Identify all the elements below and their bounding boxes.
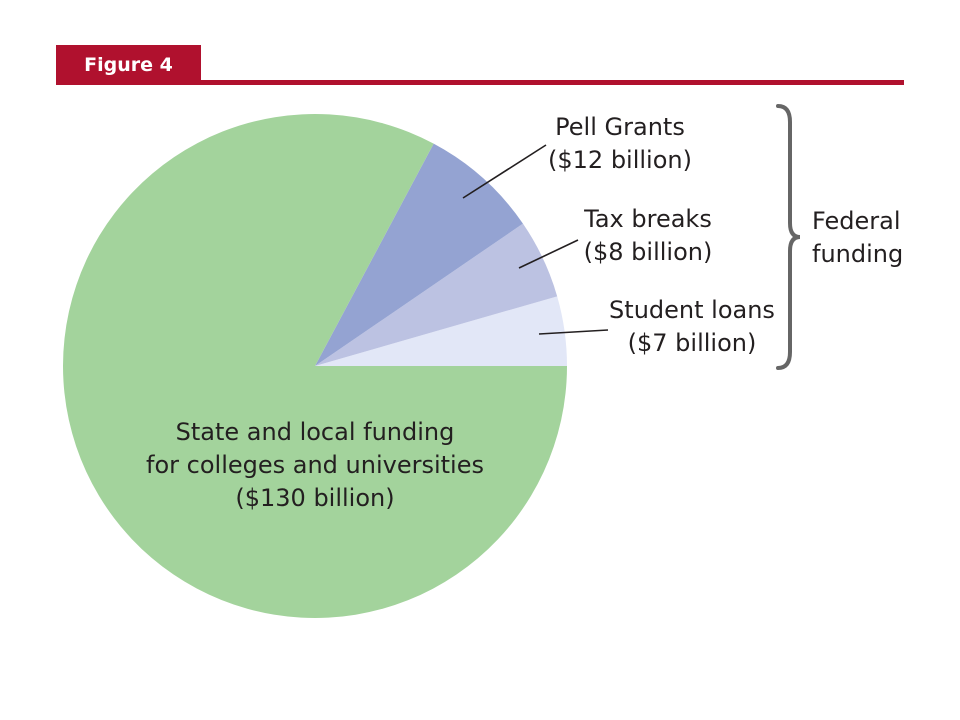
federal-funding-label: Federal funding xyxy=(812,207,903,268)
pie-slice-state-local xyxy=(63,114,568,619)
figure-label: Figure 4 xyxy=(56,45,201,85)
leader-line-tax xyxy=(518,239,579,269)
slice-label-tax: Tax breaks ($8 billion) xyxy=(583,205,712,266)
federal-bracket xyxy=(776,104,801,370)
slice-label-pell: Pell Grants ($12 billion) xyxy=(548,113,692,174)
leader-line-pell xyxy=(462,144,547,199)
pie-slice-pell xyxy=(315,143,523,366)
pie-slice-tax xyxy=(315,223,558,366)
slice-label-state-local: State and local funding for colleges and … xyxy=(146,418,484,512)
figure-header-rule xyxy=(56,80,904,85)
slice-label-loans: Student loans ($7 billion) xyxy=(609,296,775,357)
pie-slice-loans xyxy=(315,296,567,366)
leader-line-loans xyxy=(538,329,609,335)
